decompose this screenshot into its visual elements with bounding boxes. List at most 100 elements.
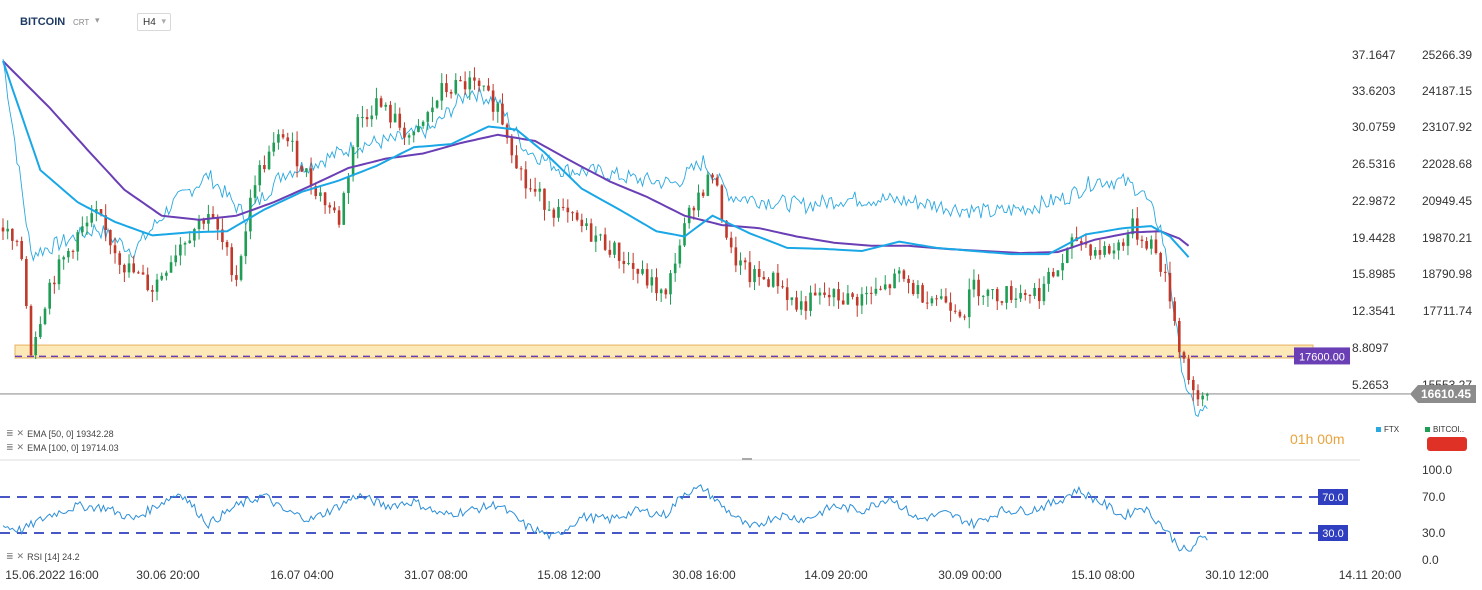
candle-body <box>216 217 220 230</box>
settings-list-icon[interactable]: ≣ <box>6 442 14 452</box>
candle-body <box>417 125 420 133</box>
chevron-down-icon: ▾ <box>161 16 166 26</box>
candle-body <box>67 250 70 258</box>
level-tag-label: 17600.00 <box>1299 351 1345 363</box>
candle-body <box>949 302 952 311</box>
candle-body <box>454 80 458 94</box>
bitcoin-source-legend[interactable]: BITCOI.. <box>1425 425 1464 434</box>
candle-body <box>967 289 971 318</box>
candle-body <box>1033 287 1036 296</box>
candle-body <box>183 243 187 245</box>
candle-body <box>776 272 780 287</box>
candle-body <box>925 302 929 304</box>
candle-body <box>636 268 640 274</box>
candle-body <box>1163 271 1167 273</box>
candle-body <box>151 290 154 292</box>
bitcoin-source-badge[interactable] <box>1427 437 1467 451</box>
y-right-tick-label: 20949.45 <box>1422 194 1472 208</box>
settings-list-icon[interactable]: ≣ <box>6 551 14 561</box>
candle-body <box>827 294 831 298</box>
candle-body <box>202 219 206 224</box>
ema100-legend[interactable]: ≣ ✕ EMA [100, 0] 19714.03 <box>6 442 119 453</box>
rsi-line <box>2 484 1208 552</box>
candle-body <box>505 124 509 139</box>
candle-body <box>1047 271 1050 284</box>
candle-body <box>1019 292 1022 299</box>
close-icon[interactable]: ✕ <box>16 428 25 438</box>
candle-body <box>1173 301 1176 321</box>
candle-body <box>197 219 201 230</box>
candle-body <box>1178 320 1181 353</box>
candle-body <box>258 165 262 186</box>
bitcoin-color-swatch <box>1425 427 1430 432</box>
y-right-tick-label: 22028.68 <box>1422 157 1472 171</box>
candle-body <box>930 298 934 304</box>
candle-body <box>48 282 51 309</box>
candle-body <box>1135 218 1139 240</box>
x-tick-label: 30.08 16:00 <box>672 568 736 582</box>
candle-body <box>53 282 56 285</box>
x-tick-label: 30.06 20:00 <box>136 568 200 582</box>
close-icon[interactable]: ✕ <box>16 442 25 452</box>
candle-body <box>1196 390 1200 400</box>
candle-body <box>477 80 481 87</box>
candle-body <box>1098 250 1102 255</box>
candle-body <box>501 103 504 125</box>
candle-body <box>1206 394 1209 396</box>
candle-body <box>314 185 318 197</box>
candle-body <box>1005 286 1008 303</box>
candle-body <box>249 197 252 232</box>
candle-body <box>552 209 556 218</box>
candle-body <box>608 249 612 255</box>
rsi-legend[interactable]: ≣ ✕ RSI [14] 24.2 <box>6 551 80 562</box>
candle-body <box>659 289 663 294</box>
candle-body <box>351 147 355 177</box>
candle-body <box>953 310 957 312</box>
candle-body <box>664 289 668 295</box>
y-left-tick-label: 19.4428 <box>1352 231 1396 245</box>
candle-body <box>641 269 644 274</box>
candle-body <box>907 278 910 283</box>
candle-body <box>29 306 33 356</box>
candle-body <box>384 104 388 107</box>
candle-body <box>771 272 775 287</box>
candle-body <box>1168 272 1172 302</box>
candle-body <box>725 220 728 238</box>
candle-body <box>146 274 150 291</box>
chevron-down-icon[interactable]: ▾ <box>95 15 100 25</box>
candle-body <box>921 285 924 303</box>
candle-body <box>613 242 616 255</box>
ema50-legend[interactable]: ≣ ✕ EMA [50, 0] 19342.28 <box>6 428 114 439</box>
candle-body <box>127 263 131 273</box>
candle-body <box>1131 218 1134 235</box>
candle-body <box>160 275 164 280</box>
candle-body <box>286 137 290 142</box>
x-tick-label: 31.07 08:00 <box>404 568 468 582</box>
candle-body <box>1126 234 1130 246</box>
candle-body <box>1149 239 1153 249</box>
rsi-tick-label: 0.0 <box>1422 553 1439 567</box>
y-right-tick-label: 25266.39 <box>1422 48 1472 62</box>
price-tag-label: 16610.45 <box>1421 387 1471 401</box>
x-tick-label: 30.09 00:00 <box>938 568 1002 582</box>
x-tick-label: 14.11 20:00 <box>1339 568 1402 582</box>
timeframe-select[interactable]: H4 ▾ <box>137 13 171 31</box>
rsi-tick-label: 30.0 <box>1422 526 1446 540</box>
candle-body <box>62 257 65 260</box>
candle-body <box>575 212 579 220</box>
candle-body <box>445 83 448 93</box>
candle-body <box>538 188 542 192</box>
x-tick-label: 14.09 20:00 <box>804 568 868 582</box>
rsi-tick-label: 100.0 <box>1422 463 1452 477</box>
candle-body <box>599 234 602 236</box>
candle-body <box>1065 248 1069 263</box>
ftx-source-legend[interactable]: FTX <box>1376 425 1399 434</box>
candle-body <box>981 295 985 297</box>
candle-body <box>25 258 28 307</box>
candle-body <box>267 151 271 170</box>
candle-body <box>865 292 868 295</box>
close-icon[interactable]: ✕ <box>16 551 25 561</box>
settings-list-icon[interactable]: ≣ <box>6 428 14 438</box>
candle-body <box>347 176 350 194</box>
